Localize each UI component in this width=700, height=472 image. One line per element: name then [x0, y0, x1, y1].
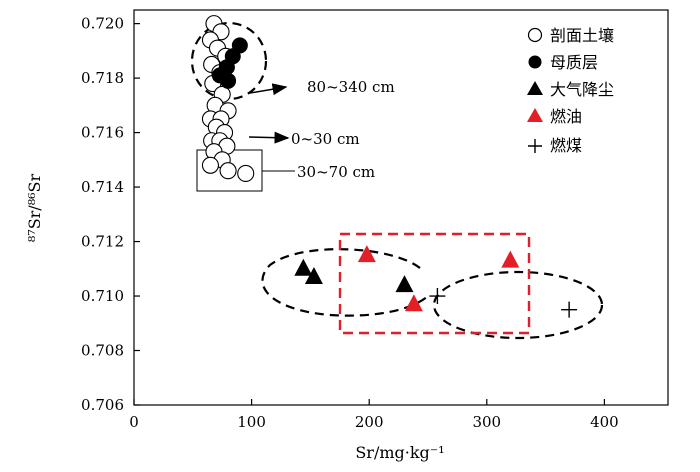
point-coal [429, 288, 446, 305]
legend-label-fuel-oil: 燃油 [550, 107, 582, 126]
y-tick-label: 0.706 [81, 396, 124, 414]
point-soil-profile [201, 156, 219, 174]
point-parent-material [220, 72, 237, 89]
x-tick-label: 0 [129, 413, 139, 431]
x-axis: 0 100 200 300 400 [129, 399, 619, 431]
annotation-arrow-0-30cm [248, 131, 290, 144]
point-soil-profile [237, 164, 255, 182]
point-atmospheric-dust [304, 266, 323, 284]
legend-marker-parent-material [528, 55, 542, 69]
y-tick-label: 0.720 [81, 15, 124, 33]
legend-marker-coal [528, 139, 542, 153]
x-tick-label: 300 [472, 413, 501, 431]
annotation-label-80-340cm: 80~340 cm [307, 78, 395, 96]
data-points [201, 15, 578, 318]
point-coal [561, 301, 578, 318]
y-tick-label: 0.708 [81, 342, 124, 360]
point-fuel-oil [357, 245, 376, 263]
y-tick-label: 0.714 [81, 178, 124, 196]
plot-frame [133, 9, 669, 406]
point-atmospheric-dust [395, 275, 414, 293]
legend-marker-atmospheric-dust [527, 81, 543, 95]
annotation-arrow-80-340cm [249, 83, 288, 96]
point-fuel-oil [501, 250, 520, 268]
legend-label-coal: 燃煤 [550, 136, 582, 155]
legend-label-atmospheric-dust: 大气降尘 [550, 80, 614, 99]
point-soil-profile [219, 162, 237, 180]
point-fuel-oil [404, 294, 423, 312]
y-tick-label: 0.712 [81, 233, 124, 251]
point-atmospheric-dust [294, 258, 313, 276]
x-axis-title: Sr/mg·kg⁻¹ [355, 443, 444, 462]
annotation-label-30-70cm: 30~70 cm [297, 163, 375, 181]
y-tick-label: 0.710 [81, 287, 124, 305]
y-tick-label: 0.716 [81, 124, 124, 142]
annotations: 80~340 cm 0~30 cm 30~70 cm [248, 78, 395, 181]
y-axis-title: ⁸⁷Sr/⁸⁶Sr [25, 174, 44, 243]
legend-label-parent-material: 母质层 [550, 53, 598, 72]
group-outline-coal [432, 270, 604, 340]
legend-marker-fuel-oil [527, 108, 543, 122]
legend: 剖面土壤 母质层 大气降尘 燃油 燃煤 [527, 26, 614, 155]
y-tick-label: 0.718 [81, 69, 124, 87]
legend-marker-soil-profile [527, 27, 543, 43]
annotation-label-0-30cm: 0~30 cm [291, 130, 360, 148]
group-outline-dust [261, 248, 429, 317]
x-tick-label: 100 [237, 413, 266, 431]
legend-label-soil-profile: 剖面土壤 [550, 26, 614, 45]
y-axis: 0.706 0.708 0.710 0.712 0.714 0.716 0.718 0.720 [81, 15, 140, 414]
group-outline-80-340cm [190, 21, 268, 101]
x-tick-label: 200 [355, 413, 384, 431]
x-tick-label: 400 [590, 413, 619, 431]
